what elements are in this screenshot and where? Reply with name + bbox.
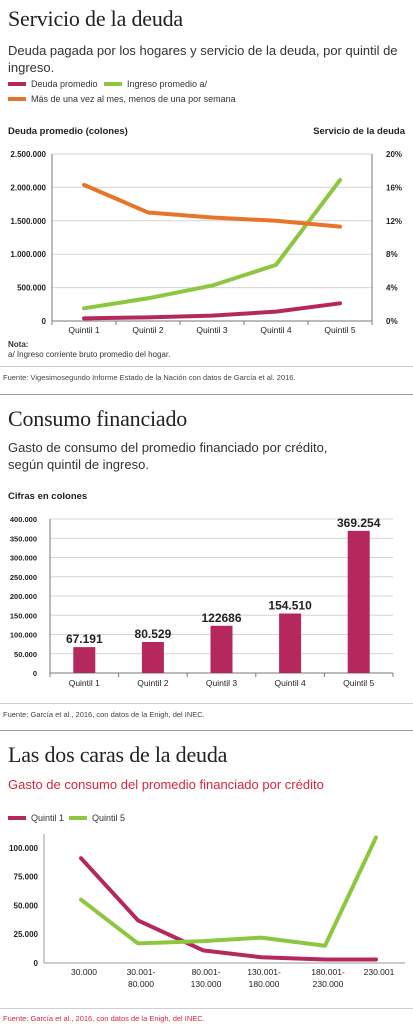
bar bbox=[279, 613, 302, 673]
y2-tick-label: 16% bbox=[386, 183, 402, 192]
data-label: 154.510 bbox=[268, 599, 312, 613]
legend-label-servicio: Más de una vez al mes, menos de una por … bbox=[31, 94, 236, 104]
y-tick-label: 2.500.000 bbox=[10, 150, 46, 159]
section1-subtitle: Deuda pagada por los hogares y servicio … bbox=[8, 43, 398, 75]
left-axis-title: Deuda promedio (colones) bbox=[8, 126, 128, 137]
series-line bbox=[82, 301, 342, 321]
x-tick-label: Quintil 3 bbox=[206, 678, 237, 688]
legend-label-quintil5: Quintil 5 bbox=[92, 813, 126, 823]
x-tick-label: 30.001-80.000 bbox=[127, 967, 156, 989]
divider bbox=[0, 366, 413, 367]
y-tick-label: 300.000 bbox=[10, 554, 37, 563]
section2-source: Fuente: García et al., 2016, con datos d… bbox=[3, 710, 205, 719]
y-tick-label: 100.000 bbox=[9, 844, 38, 853]
section2-title: Consumo financiado bbox=[8, 406, 188, 431]
x-tick-label: Quintil 4 bbox=[260, 325, 291, 335]
legend-item-servicio: Más de una vez al mes, menos de una por … bbox=[8, 94, 236, 104]
bar-axis-title: Cifras en colones bbox=[8, 491, 88, 502]
x-tick-label: 180.001-230.000 bbox=[311, 967, 345, 989]
x-tick-label: Quintil 5 bbox=[324, 325, 355, 335]
legend-swatch-quintil5 bbox=[69, 816, 87, 820]
series-line bbox=[79, 835, 378, 948]
note-title: Nota: bbox=[8, 340, 29, 349]
legend-swatch-deuda bbox=[8, 82, 26, 86]
bar bbox=[73, 647, 96, 673]
y-tick-label: 100.000 bbox=[10, 631, 37, 640]
y-tick-label: 150.000 bbox=[10, 611, 37, 620]
data-label: 67.191 bbox=[66, 632, 103, 646]
chart-servicio-deuda: 0 500.000 1.000.000 1.500.000 2.000.000 2.500… bbox=[10, 150, 402, 335]
series-line bbox=[82, 178, 342, 311]
x-tick-label: Quintil 5 bbox=[343, 678, 374, 688]
series-line bbox=[82, 182, 342, 229]
x-tick-label: Quintil 4 bbox=[275, 678, 306, 688]
y-tick-label: 2.000.000 bbox=[10, 183, 46, 192]
right-axis-title: Servicio de la deuda bbox=[313, 126, 405, 137]
bar bbox=[141, 641, 164, 673]
y-tick-label: 25.000 bbox=[14, 930, 39, 939]
y-tick-label: 500.000 bbox=[17, 284, 46, 293]
y-tick-label: 75.000 bbox=[14, 873, 39, 882]
section3-subtitle: Gasto de consumo del promedio financiado… bbox=[8, 777, 324, 792]
y2-tick-label: 4% bbox=[386, 284, 398, 293]
divider bbox=[0, 1008, 413, 1009]
y2-tick-label: 0% bbox=[386, 317, 398, 326]
chart-dos-caras: 0 25.000 50.000 75.000 100.000 30.000 30.001-8… bbox=[9, 834, 405, 989]
section-divider bbox=[0, 730, 413, 731]
y-tick-label: 50.000 bbox=[14, 901, 39, 910]
y-tick-label: 200.000 bbox=[10, 592, 37, 601]
legend-label-ingreso: Ingreso promedio a/ bbox=[127, 79, 208, 89]
y-tick-label: 250.000 bbox=[10, 573, 37, 582]
y2-tick-label: 20% bbox=[386, 150, 402, 159]
y-tick-label: 0 bbox=[42, 317, 47, 326]
x-tick-label: Quintil 1 bbox=[69, 678, 100, 688]
legend-label-quintil1: Quintil 1 bbox=[31, 813, 65, 823]
y-tick-label: 50.000 bbox=[14, 650, 37, 659]
x-tick-label: Quintil 1 bbox=[68, 325, 99, 335]
x-tick-label: Quintil 2 bbox=[137, 678, 168, 688]
legend-swatch-servicio bbox=[8, 97, 26, 101]
legend-label-deuda: Deuda promedio bbox=[31, 79, 98, 89]
x-tick-label: 30.000 bbox=[71, 967, 97, 977]
section1-title: Servicio de la deuda bbox=[8, 6, 183, 31]
x-tick-label: 130.001-180.000 bbox=[247, 967, 281, 989]
legend-item-ingreso: Ingreso promedio a/ bbox=[104, 79, 207, 89]
bar bbox=[347, 530, 370, 673]
section3-title: Las dos caras de la deuda bbox=[8, 742, 228, 767]
y2-tick-label: 8% bbox=[386, 250, 398, 259]
y-tick-label: 0 bbox=[33, 669, 37, 678]
section2-subtitle-line2: según quintil de ingreso. bbox=[8, 457, 149, 472]
data-label: 122686 bbox=[201, 611, 241, 625]
y-tick-label: 1.500.000 bbox=[10, 217, 46, 226]
legend-swatch-quintil1 bbox=[8, 816, 26, 820]
bar bbox=[210, 625, 233, 673]
y-tick-label: 0 bbox=[34, 959, 39, 968]
x-tick-label: 80.001-130.000 bbox=[191, 967, 222, 989]
legend-item-deuda: Deuda promedio bbox=[8, 79, 98, 89]
legend-item-quintil5: Quintil 5 bbox=[69, 813, 125, 823]
x-tick-label: 230.001 bbox=[364, 967, 395, 977]
series-line bbox=[79, 856, 378, 962]
x-tick-label: Quintil 2 bbox=[132, 325, 163, 335]
section-divider bbox=[0, 394, 413, 395]
y2-tick-label: 12% bbox=[386, 217, 402, 226]
y-tick-label: 350.000 bbox=[10, 534, 37, 543]
chart-consumo-financiado: 0 50.000 100.000 150.000 200.000 250.000 300.0… bbox=[10, 515, 394, 688]
section1-source: Fuente: Vigesimosegundo Informe Estado d… bbox=[3, 373, 296, 382]
section3-source: Fuente: García et al., 2016, con datos d… bbox=[3, 1014, 205, 1023]
y-tick-label: 400.000 bbox=[10, 515, 37, 524]
legend-swatch-ingreso bbox=[104, 82, 122, 86]
x-tick-label: Quintil 3 bbox=[196, 325, 227, 335]
y-tick-label: 1.000.000 bbox=[10, 250, 46, 259]
divider bbox=[0, 703, 413, 704]
data-label: 80.529 bbox=[135, 627, 172, 641]
data-label: 369.254 bbox=[337, 516, 381, 530]
note-text: a/ Ingreso corriente bruto promedio del … bbox=[8, 350, 171, 359]
legend-item-quintil1: Quintil 1 bbox=[8, 813, 64, 823]
section2-subtitle-line1: Gasto de consumo del promedio financiado… bbox=[8, 440, 328, 455]
